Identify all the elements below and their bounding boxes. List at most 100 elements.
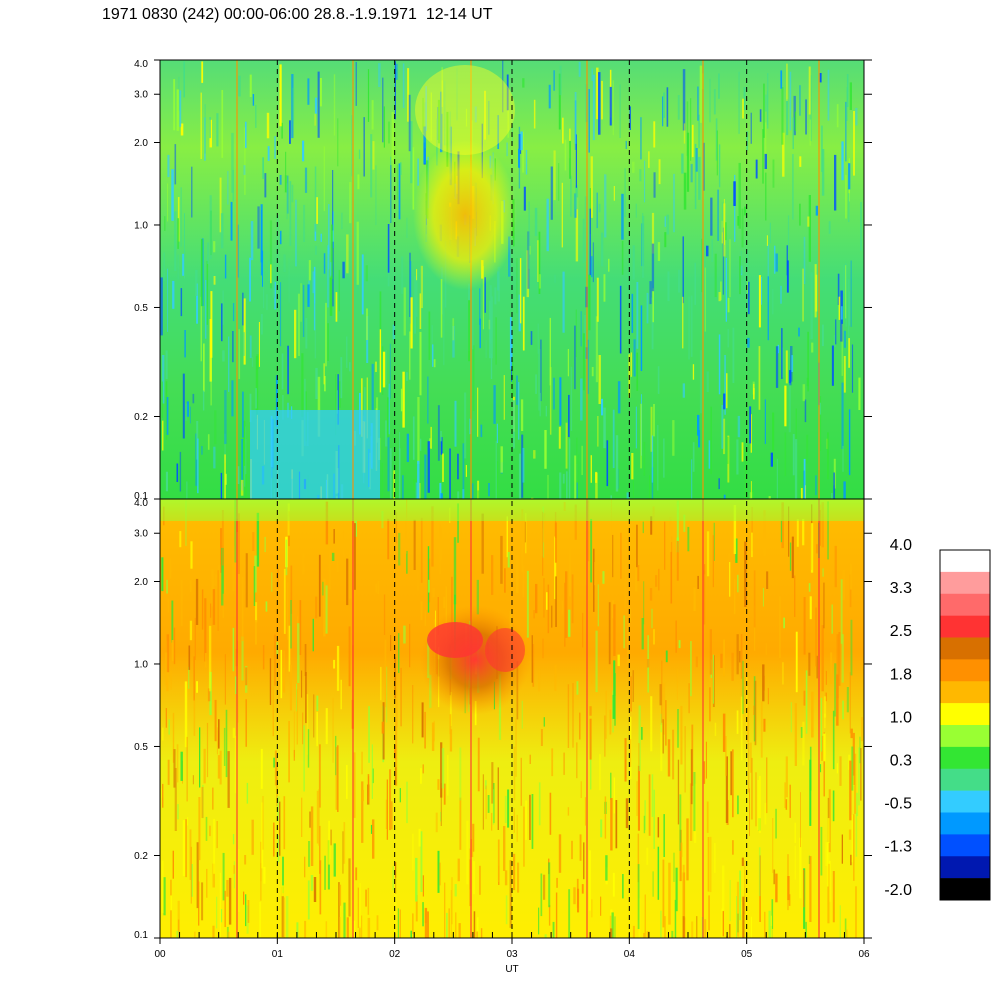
texture-streak bbox=[640, 403, 642, 469]
texture-streak bbox=[544, 934, 547, 938]
texture-streak bbox=[709, 78, 711, 123]
texture-streak bbox=[602, 571, 605, 584]
texture-streak bbox=[521, 700, 523, 729]
colorbar-label: -0.5 bbox=[884, 796, 912, 813]
texture-streak bbox=[279, 230, 282, 245]
colorbar-swatch bbox=[940, 812, 990, 835]
texture-streak bbox=[723, 418, 726, 455]
texture-streak bbox=[568, 394, 570, 437]
texture-streak bbox=[708, 895, 710, 931]
texture-streak bbox=[234, 499, 237, 563]
texture-streak bbox=[688, 296, 690, 360]
texture-streak bbox=[574, 92, 577, 144]
texture-streak bbox=[267, 146, 270, 161]
texture-streak bbox=[543, 874, 546, 900]
texture-streak bbox=[186, 401, 189, 417]
texture-streak bbox=[224, 578, 227, 593]
texture-streak bbox=[678, 640, 681, 649]
texture-streak bbox=[686, 818, 689, 881]
texture-streak bbox=[319, 825, 321, 874]
texture-streak bbox=[593, 548, 595, 612]
lower-activity-patch-core-2 bbox=[485, 628, 525, 672]
texture-streak bbox=[286, 183, 288, 220]
texture-streak bbox=[523, 186, 526, 211]
texture-streak bbox=[846, 687, 849, 713]
texture-streak bbox=[576, 681, 579, 695]
texture-streak bbox=[574, 325, 576, 390]
texture-streak bbox=[775, 808, 777, 839]
texture-streak bbox=[357, 174, 360, 190]
texture-streak bbox=[394, 767, 397, 785]
texture-streak bbox=[632, 480, 634, 499]
texture-streak bbox=[765, 94, 767, 112]
texture-streak bbox=[283, 650, 286, 693]
colorbar-swatch bbox=[940, 725, 990, 748]
texture-streak bbox=[540, 339, 542, 402]
texture-streak bbox=[228, 877, 232, 925]
texture-streak bbox=[767, 687, 769, 705]
texture-streak bbox=[284, 175, 288, 193]
texture-streak bbox=[582, 218, 585, 264]
texture-streak bbox=[559, 377, 562, 426]
texture-streak bbox=[821, 735, 824, 761]
texture-streak bbox=[641, 215, 645, 278]
texture-streak bbox=[849, 563, 852, 590]
texture-streak bbox=[609, 86, 612, 126]
texture-streak bbox=[819, 764, 822, 773]
texture-streak bbox=[667, 271, 670, 302]
texture-streak bbox=[180, 187, 182, 247]
texture-streak bbox=[664, 916, 666, 938]
texture-streak bbox=[697, 86, 699, 121]
texture-streak bbox=[405, 521, 407, 554]
texture-streak bbox=[636, 352, 639, 391]
interference-streak bbox=[702, 60, 704, 499]
texture-streak bbox=[474, 106, 477, 123]
texture-streak bbox=[176, 463, 179, 482]
texture-streak bbox=[255, 620, 257, 645]
texture-streak bbox=[809, 119, 811, 146]
texture-streak bbox=[495, 317, 497, 365]
texture-streak bbox=[496, 423, 498, 444]
texture-streak bbox=[737, 216, 740, 226]
texture-streak bbox=[279, 801, 281, 856]
texture-streak bbox=[370, 134, 373, 198]
texture-streak bbox=[595, 472, 598, 499]
texture-streak bbox=[710, 406, 712, 475]
texture-streak bbox=[412, 416, 415, 460]
texture-streak bbox=[295, 199, 297, 267]
texture-streak bbox=[330, 262, 332, 276]
texture-streak bbox=[690, 163, 693, 183]
texture-streak bbox=[258, 322, 260, 367]
colorbar-label: 4.0 bbox=[890, 537, 912, 554]
texture-streak bbox=[627, 620, 629, 640]
texture-streak bbox=[653, 121, 656, 148]
texture-streak bbox=[717, 189, 719, 241]
texture-streak bbox=[245, 121, 247, 149]
texture-streak bbox=[666, 214, 669, 235]
texture-streak bbox=[749, 406, 752, 444]
texture-streak bbox=[802, 721, 805, 766]
texture-streak bbox=[200, 239, 203, 307]
texture-streak bbox=[476, 917, 479, 938]
texture-streak bbox=[691, 921, 694, 938]
texture-streak bbox=[363, 387, 366, 422]
texture-streak bbox=[569, 536, 571, 597]
interference-streak bbox=[586, 60, 588, 499]
texture-streak bbox=[636, 524, 638, 568]
texture-streak bbox=[610, 772, 612, 800]
texture-streak bbox=[459, 797, 462, 850]
texture-streak bbox=[472, 345, 475, 412]
interference-streak bbox=[352, 499, 354, 938]
texture-streak bbox=[579, 834, 582, 861]
texture-streak bbox=[858, 747, 860, 806]
texture-streak bbox=[613, 604, 616, 656]
texture-streak bbox=[346, 765, 348, 799]
texture-streak bbox=[672, 729, 675, 780]
texture-streak bbox=[805, 670, 808, 734]
texture-streak bbox=[832, 871, 835, 923]
texture-streak bbox=[165, 381, 168, 440]
texture-streak bbox=[637, 833, 640, 883]
texture-streak bbox=[686, 101, 689, 156]
texture-streak bbox=[225, 709, 228, 778]
texture-streak bbox=[472, 861, 476, 895]
